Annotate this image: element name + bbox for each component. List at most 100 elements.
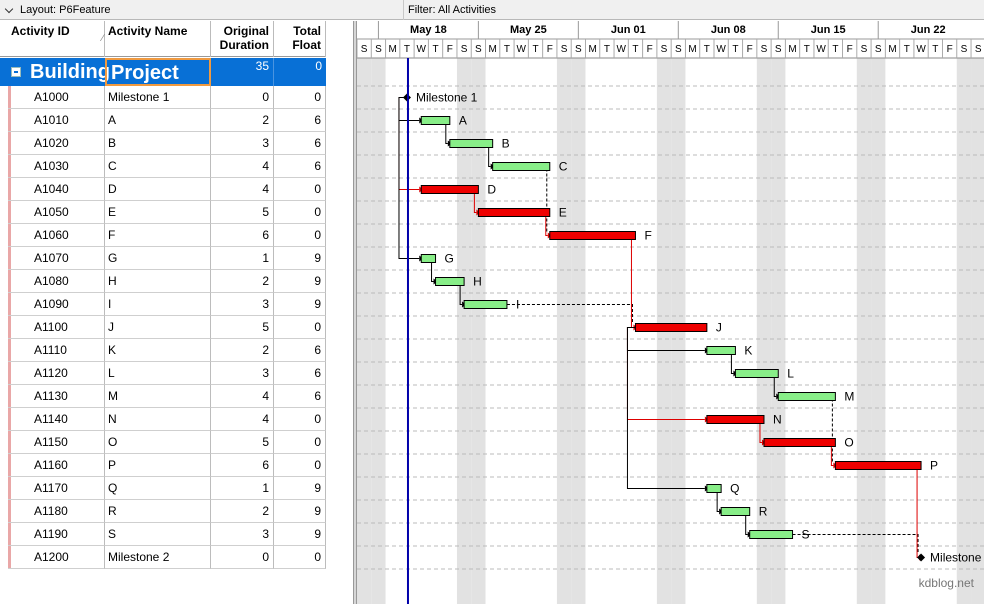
table-row[interactable]: A1030 C 4 6 <box>0 155 326 178</box>
chevron-down-icon[interactable] <box>4 4 14 14</box>
cell-original-duration[interactable]: 4 <box>211 385 274 408</box>
cell-original-duration[interactable]: 2 <box>211 109 274 132</box>
cell-activity-id[interactable]: A1000 <box>8 86 105 109</box>
cell-activity-id[interactable]: A1070 <box>8 247 105 270</box>
table-row[interactable]: A1090 I 3 9 <box>0 293 326 316</box>
cell-activity-name[interactable]: L <box>105 362 211 385</box>
filter-indicator[interactable]: Filter: All Activities <box>404 0 984 20</box>
cell-activity-id[interactable]: A1010 <box>8 109 105 132</box>
cell-original-duration[interactable]: 3 <box>211 523 274 546</box>
cell-activity-name[interactable]: Q <box>105 477 211 500</box>
cell-activity-name[interactable]: P <box>105 454 211 477</box>
cell-original-duration[interactable]: 2 <box>211 339 274 362</box>
table-row[interactable]: A1070 G 1 9 <box>0 247 326 270</box>
cell-activity-id[interactable]: A1170 <box>8 477 105 500</box>
cell-original-duration[interactable]: 1 <box>211 477 274 500</box>
layout-selector[interactable]: Layout: P6Feature <box>0 0 404 20</box>
cell-activity-name[interactable]: F <box>105 224 211 247</box>
cell-total-float[interactable]: 0 <box>274 408 326 431</box>
cell-total-float[interactable]: 0 <box>274 201 326 224</box>
cell-original-duration[interactable]: 0 <box>211 86 274 109</box>
table-row[interactable]: A1080 H 2 9 <box>0 270 326 293</box>
cell-activity-name[interactable]: O <box>105 431 211 454</box>
cell-original-duration[interactable]: 2 <box>211 270 274 293</box>
cell-activity-id[interactable]: A1200 <box>8 546 105 569</box>
cell-activity-name[interactable]: S <box>105 523 211 546</box>
cell-original-duration[interactable]: 5 <box>211 201 274 224</box>
cell-activity-name[interactable]: M <box>105 385 211 408</box>
table-row[interactable]: A1140 N 4 0 <box>0 408 326 431</box>
cell-total-float[interactable]: 6 <box>274 339 326 362</box>
cell-activity-name[interactable]: D <box>105 178 211 201</box>
table-row[interactable]: A1110 K 2 6 <box>0 339 326 362</box>
cell-activity-id[interactable]: A1060 <box>8 224 105 247</box>
wbs-name-edit-cell[interactable]: Project <box>105 58 211 86</box>
cell-total-float[interactable]: 9 <box>274 500 326 523</box>
cell-activity-id[interactable]: A1020 <box>8 132 105 155</box>
table-row[interactable]: A1180 R 2 9 <box>0 500 326 523</box>
table-row[interactable]: A1160 P 6 0 <box>0 454 326 477</box>
cell-activity-name[interactable]: Milestone 2 <box>105 546 211 569</box>
cell-activity-name[interactable]: K <box>105 339 211 362</box>
cell-original-duration[interactable]: 6 <box>211 454 274 477</box>
cell-total-float[interactable]: 0 <box>274 224 326 247</box>
cell-activity-id[interactable]: A1190 <box>8 523 105 546</box>
cell-activity-id[interactable]: A1180 <box>8 500 105 523</box>
cell-activity-id[interactable]: A1030 <box>8 155 105 178</box>
cell-total-float[interactable]: 0 <box>274 546 326 569</box>
cell-activity-name[interactable]: E <box>105 201 211 224</box>
table-row[interactable]: A1150 O 5 0 <box>0 431 326 454</box>
cell-activity-id[interactable]: A1120 <box>8 362 105 385</box>
cell-activity-id[interactable]: A1150 <box>8 431 105 454</box>
cell-activity-name[interactable]: A <box>105 109 211 132</box>
cell-total-float[interactable]: 0 <box>274 86 326 109</box>
table-row[interactable]: A1120 L 3 6 <box>0 362 326 385</box>
cell-total-float[interactable]: 6 <box>274 385 326 408</box>
cell-activity-name[interactable]: I <box>105 293 211 316</box>
table-row[interactable]: A1190 S 3 9 <box>0 523 326 546</box>
cell-original-duration[interactable]: 5 <box>211 431 274 454</box>
table-row[interactable]: A1010 A 2 6 <box>0 109 326 132</box>
table-row[interactable]: A1130 M 4 6 <box>0 385 326 408</box>
cell-original-duration[interactable]: 4 <box>211 155 274 178</box>
cell-activity-id[interactable]: A1140 <box>8 408 105 431</box>
cell-original-duration[interactable]: 3 <box>211 362 274 385</box>
cell-activity-id[interactable]: A1160 <box>8 454 105 477</box>
cell-total-float[interactable]: 6 <box>274 109 326 132</box>
table-row[interactable]: A1040 D 4 0 <box>0 178 326 201</box>
cell-total-float[interactable]: 0 <box>274 431 326 454</box>
cell-activity-name[interactable]: H <box>105 270 211 293</box>
cell-activity-name[interactable]: C <box>105 155 211 178</box>
cell-activity-id[interactable]: A1040 <box>8 178 105 201</box>
cell-original-duration[interactable]: 1 <box>211 247 274 270</box>
column-header-activity-name[interactable]: Activity Name <box>105 21 211 57</box>
cell-activity-id[interactable]: A1130 <box>8 385 105 408</box>
wbs-row[interactable]: Building Project 35 0 <box>0 58 326 86</box>
cell-total-float[interactable]: 9 <box>274 477 326 500</box>
cell-activity-name[interactable]: N <box>105 408 211 431</box>
table-row[interactable]: A1020 B 3 6 <box>0 132 326 155</box>
column-header-original-duration[interactable]: Original Duration <box>211 21 274 57</box>
cell-activity-id[interactable]: A1050 <box>8 201 105 224</box>
cell-total-float[interactable]: 6 <box>274 132 326 155</box>
cell-activity-name[interactable]: Milestone 1 <box>105 86 211 109</box>
cell-original-duration[interactable]: 2 <box>211 500 274 523</box>
cell-activity-name[interactable]: B <box>105 132 211 155</box>
cell-activity-name[interactable]: G <box>105 247 211 270</box>
cell-total-float[interactable]: 9 <box>274 293 326 316</box>
cell-total-float[interactable]: 0 <box>274 454 326 477</box>
column-header-activity-id[interactable]: Activity ID ∕ <box>8 21 105 57</box>
cell-total-float[interactable]: 0 <box>274 316 326 339</box>
column-header-total-float[interactable]: Total Float <box>274 21 326 57</box>
collapse-icon[interactable] <box>11 67 21 77</box>
table-row[interactable]: A1100 J 5 0 <box>0 316 326 339</box>
pane-splitter[interactable] <box>353 21 357 604</box>
cell-total-float[interactable]: 0 <box>274 178 326 201</box>
cell-original-duration[interactable]: 5 <box>211 316 274 339</box>
cell-original-duration[interactable]: 3 <box>211 293 274 316</box>
cell-activity-id[interactable]: A1100 <box>8 316 105 339</box>
table-row[interactable]: A1060 F 6 0 <box>0 224 326 247</box>
cell-total-float[interactable]: 9 <box>274 523 326 546</box>
